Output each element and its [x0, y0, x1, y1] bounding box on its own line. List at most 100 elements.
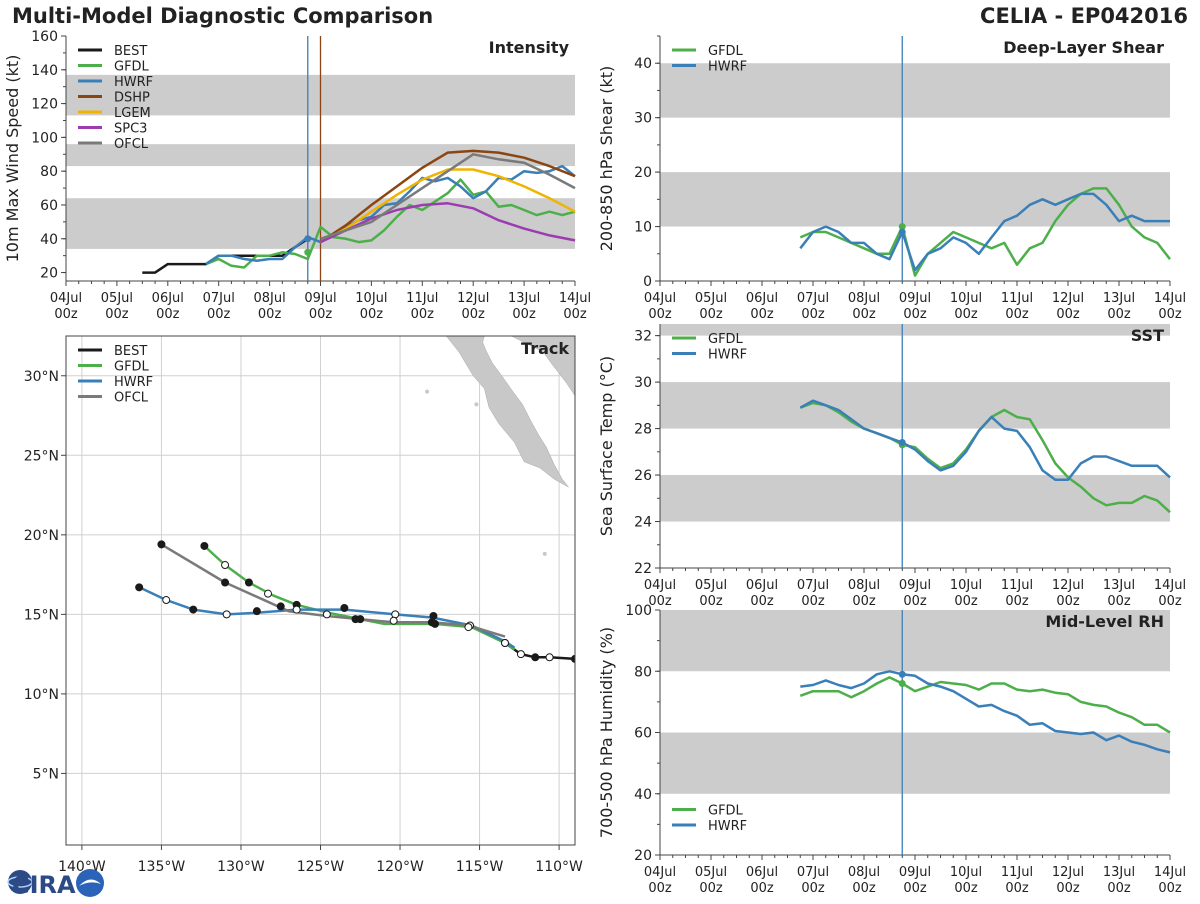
- intensity-xtick-label: 07Jul: [203, 291, 235, 306]
- track-xtick-label: 125°W: [297, 859, 345, 875]
- rh-xtick-label: 00z: [648, 881, 672, 896]
- rh-ytick-label: 100: [625, 603, 652, 619]
- shear-xtick-label: 00z: [954, 307, 978, 322]
- rh-xtick-label: 00z: [699, 881, 723, 896]
- rh-ytick-label: 60: [634, 726, 652, 742]
- shear-ylabel: 200-850 hPa Shear (kt): [597, 66, 616, 252]
- intensity-series-gfdl: [205, 178, 576, 269]
- intensity-xtick-label: 00z: [563, 307, 587, 322]
- track-point: [252, 607, 261, 616]
- track-point: [427, 618, 436, 627]
- sst-ytick-label: 32: [634, 329, 652, 345]
- rh-xtick-label: 00z: [852, 881, 876, 896]
- track-legend-label: OFCL: [114, 391, 149, 406]
- intensity-xtick-label: 11Jul: [406, 291, 438, 306]
- sst-xtick-label: 11Jul: [1001, 578, 1033, 593]
- rh-xtick-label: 05Jul: [695, 865, 727, 880]
- sst-band-2: [660, 324, 1170, 336]
- intensity-xtick-label: 10Jul: [355, 291, 387, 306]
- intensity-legend-label: LGEM: [114, 106, 151, 121]
- rh-xtick-label: 00z: [954, 881, 978, 896]
- intensity-ylabel: 10m Max Wind Speed (kt): [3, 55, 22, 263]
- shear-xtick-label: 05Jul: [695, 291, 727, 306]
- intensity-xtick-label: 00z: [156, 307, 180, 322]
- storm-id: CELIA - EP042016: [980, 4, 1188, 28]
- sst-ytick-label: 26: [634, 468, 652, 484]
- intensity-xtick-label: 13Jul: [508, 291, 540, 306]
- logo-text: CIRA: [12, 871, 76, 899]
- track-panel: 140°W 135°W 130°W 125°W 120°W 115°W 110°W5°N10…: [24, 335, 583, 875]
- intensity-series-ofcl: [320, 153, 576, 240]
- track-ytick-label: 20°N: [24, 528, 59, 544]
- track-legend-label: HWRF: [114, 375, 153, 390]
- rh-xtick-label: 07Jul: [797, 865, 829, 880]
- intensity-xtick-label: 00z: [411, 307, 435, 322]
- intensity-xtick-label: 06Jul: [152, 291, 184, 306]
- track-point: [157, 540, 166, 549]
- intensity-ytick-label: 120: [31, 97, 58, 113]
- sst-xtick-label: 14Jul: [1154, 578, 1186, 593]
- shear-panel: 01020304004Jul00z05Jul00z06Jul00z07Jul00…: [597, 35, 1186, 322]
- rh-series-hwrf: [800, 670, 1171, 754]
- shear-xtick-label: 14Jul: [1154, 291, 1186, 306]
- track-xtick-label: 130°W: [217, 859, 265, 875]
- track-series-gfdl: [203, 545, 516, 651]
- rh-legend-label: GFDL: [708, 804, 744, 819]
- rh-band-0: [660, 732, 1170, 794]
- sst-xtick-label: 04Jul: [644, 578, 676, 593]
- track-point: [162, 596, 171, 605]
- track-plot-area: [66, 336, 575, 845]
- rh-xtick-label: 00z: [1056, 881, 1080, 896]
- intensity-legend-label: SPC3: [114, 122, 147, 137]
- shear-band-1: [660, 63, 1170, 118]
- intensity-series-spc3: [319, 202, 576, 244]
- rh-xtick-label: 09Jul: [899, 865, 931, 880]
- track-island: [425, 389, 430, 394]
- shear-xtick-label: 04Jul: [644, 291, 676, 306]
- rh-xtick-label: 00z: [1005, 881, 1029, 896]
- intensity-legend-label: DSHP: [114, 91, 150, 106]
- rh-xtick-label: 00z: [903, 881, 927, 896]
- sst-xtick-label: 00z: [699, 594, 723, 609]
- rh-ytick-label: 80: [634, 664, 652, 680]
- nesdis-icon: [76, 869, 104, 897]
- shear-xtick-label: 00z: [699, 307, 723, 322]
- track-ytick-label: 30°N: [24, 369, 59, 385]
- shear-xtick-label: 08Jul: [848, 291, 880, 306]
- sst-ytick-label: 24: [634, 515, 652, 531]
- rh-xtick-label: 00z: [1158, 881, 1182, 896]
- rh-legend-label: HWRF: [708, 819, 747, 834]
- track-point: [571, 654, 575, 663]
- intensity-ytick-label: 60: [40, 198, 58, 214]
- sst-title: SST: [1131, 326, 1164, 345]
- track-point: [322, 610, 331, 619]
- track-point: [531, 653, 540, 662]
- sst-band-0: [660, 475, 1170, 522]
- sst-xtick-label: 00z: [903, 594, 927, 609]
- shear-marker-gfdl: [898, 223, 906, 231]
- shear-xtick-label: 00z: [1056, 307, 1080, 322]
- rh-band-1: [660, 610, 1170, 672]
- intensity-ytick-label: 160: [31, 29, 58, 45]
- track-point: [244, 578, 253, 587]
- intensity-ytick-label: 20: [40, 266, 58, 282]
- shear-xtick-label: 00z: [801, 307, 825, 322]
- track-point: [200, 541, 209, 550]
- intensity-xtick-label: 04Jul: [50, 291, 82, 306]
- intensity-xtick-label: 00z: [462, 307, 486, 322]
- sst-band-1: [660, 382, 1170, 429]
- shear-xtick-label: 00z: [1107, 307, 1131, 322]
- track-land-mexico-mainland: [446, 336, 575, 433]
- sst-series-hwrf: [799, 399, 1171, 481]
- shear-xtick-label: 00z: [903, 307, 927, 322]
- intensity-xtick-label: 00z: [309, 307, 333, 322]
- track-point: [429, 611, 438, 620]
- sst-xtick-label: 13Jul: [1103, 578, 1135, 593]
- track-ytick-label: 15°N: [24, 607, 59, 623]
- sst-panel: 22242628303204Jul00z05Jul00z06Jul00z07Ju…: [597, 324, 1186, 609]
- sst-xtick-label: 06Jul: [746, 578, 778, 593]
- sst-xtick-label: 00z: [1005, 594, 1029, 609]
- cira-logo: CIRA: [4, 866, 104, 900]
- track-legend-label: GFDL: [114, 360, 150, 375]
